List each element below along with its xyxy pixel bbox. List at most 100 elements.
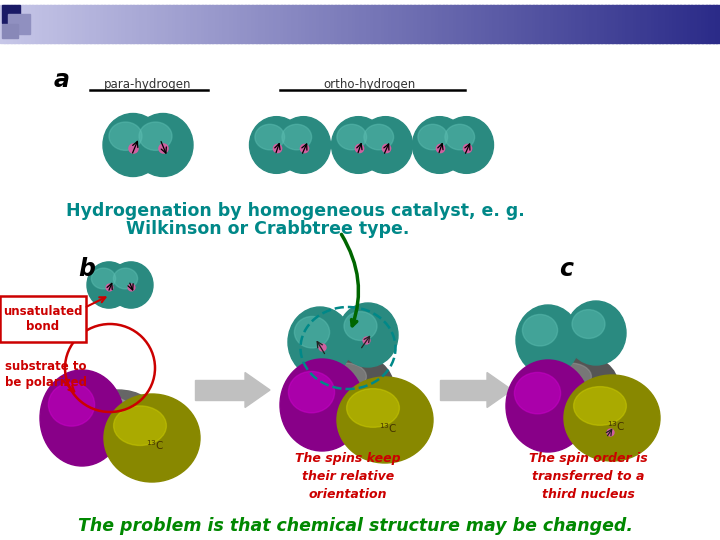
Bar	[8, 14, 30, 34]
Bar	[187, 5, 192, 43]
Bar	[166, 5, 170, 43]
Bar	[194, 5, 199, 43]
Bar	[432, 5, 436, 43]
Bar	[580, 5, 584, 43]
Bar	[277, 5, 282, 43]
Ellipse shape	[280, 359, 364, 451]
Bar	[353, 5, 357, 43]
Bar	[637, 5, 642, 43]
Bar	[551, 5, 555, 43]
Ellipse shape	[87, 262, 131, 308]
Bar	[320, 5, 325, 43]
Bar	[479, 5, 483, 43]
Bar	[202, 5, 206, 43]
Bar	[374, 5, 379, 43]
Bar	[695, 5, 699, 43]
Ellipse shape	[288, 307, 352, 377]
Polygon shape	[487, 373, 512, 408]
Bar	[670, 5, 674, 43]
Bar	[691, 5, 696, 43]
Bar	[518, 5, 523, 43]
Bar	[144, 5, 148, 43]
Bar	[382, 5, 386, 43]
Bar	[115, 5, 120, 43]
Bar	[245, 5, 249, 43]
Bar	[2, 5, 20, 23]
Bar	[54, 5, 58, 43]
Bar	[407, 5, 411, 43]
Ellipse shape	[109, 262, 153, 308]
Bar	[119, 5, 123, 43]
Bar	[338, 5, 343, 43]
Bar	[335, 5, 339, 43]
Bar	[619, 5, 624, 43]
Bar	[295, 5, 300, 43]
Bar	[306, 5, 310, 43]
Text: unsatulated
bond: unsatulated bond	[4, 305, 83, 333]
Bar	[626, 5, 631, 43]
Bar	[331, 5, 336, 43]
Bar	[644, 5, 649, 43]
Bar	[688, 5, 692, 43]
Bar	[162, 5, 166, 43]
Ellipse shape	[566, 301, 626, 365]
Ellipse shape	[133, 113, 193, 177]
Bar	[515, 5, 519, 43]
Ellipse shape	[364, 124, 394, 150]
Bar	[72, 5, 76, 43]
Bar	[241, 5, 246, 43]
Bar	[558, 5, 562, 43]
Bar	[2, 24, 18, 38]
Bar	[195, 380, 245, 400]
Bar	[14, 5, 19, 43]
Bar	[490, 5, 494, 43]
Bar	[209, 5, 213, 43]
Bar	[259, 5, 264, 43]
Bar	[65, 5, 69, 43]
Bar	[364, 5, 368, 43]
Bar	[47, 5, 51, 43]
Bar	[292, 5, 296, 43]
Text: para-hydrogen: para-hydrogen	[104, 78, 192, 91]
Bar	[220, 5, 224, 43]
Bar	[151, 5, 156, 43]
Bar	[497, 5, 501, 43]
Bar	[86, 5, 91, 43]
Bar	[677, 5, 681, 43]
Bar	[90, 5, 94, 43]
Bar	[155, 5, 159, 43]
Bar	[576, 5, 580, 43]
Ellipse shape	[572, 309, 605, 339]
Bar	[40, 5, 44, 43]
Bar	[612, 5, 616, 43]
Polygon shape	[245, 373, 270, 408]
Ellipse shape	[506, 360, 590, 452]
Bar	[536, 5, 541, 43]
Ellipse shape	[542, 355, 618, 415]
Bar	[263, 5, 267, 43]
Bar	[684, 5, 688, 43]
Bar	[50, 5, 55, 43]
Bar	[310, 5, 314, 43]
Bar	[184, 5, 188, 43]
Bar	[367, 5, 372, 43]
Bar	[533, 5, 537, 43]
Ellipse shape	[337, 124, 366, 150]
Ellipse shape	[445, 124, 474, 150]
Bar	[7, 5, 12, 43]
FancyBboxPatch shape	[0, 296, 86, 342]
Bar	[468, 5, 472, 43]
Bar	[716, 5, 720, 43]
Bar	[428, 5, 433, 43]
Text: Hydrogenation by homogeneous catalyst, e. g.: Hydrogenation by homogeneous catalyst, e…	[66, 202, 524, 220]
Ellipse shape	[514, 373, 561, 414]
Bar	[436, 5, 440, 43]
Text: $^{13}$C: $^{13}$C	[146, 438, 164, 452]
Text: The spins keep
their relative
orientation: The spins keep their relative orientatio…	[295, 452, 401, 501]
Ellipse shape	[40, 370, 124, 466]
Ellipse shape	[282, 124, 312, 150]
Ellipse shape	[91, 268, 116, 289]
Bar	[522, 5, 526, 43]
Bar	[587, 5, 591, 43]
Ellipse shape	[346, 389, 400, 427]
